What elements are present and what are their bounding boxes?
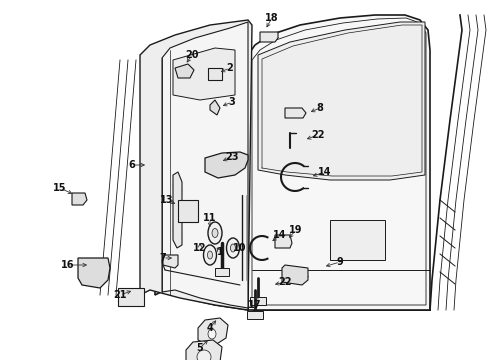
- Polygon shape: [260, 32, 278, 42]
- Text: 18: 18: [265, 13, 279, 23]
- Text: 2: 2: [227, 63, 233, 73]
- Polygon shape: [282, 265, 308, 285]
- Text: 4: 4: [207, 323, 213, 333]
- Polygon shape: [205, 152, 248, 178]
- Ellipse shape: [230, 244, 236, 252]
- Polygon shape: [285, 108, 306, 118]
- Text: 8: 8: [317, 103, 323, 113]
- Text: 1: 1: [217, 247, 223, 257]
- Polygon shape: [175, 64, 194, 78]
- Polygon shape: [186, 340, 222, 360]
- Ellipse shape: [212, 229, 218, 238]
- Polygon shape: [140, 20, 252, 310]
- Text: 15: 15: [53, 183, 67, 193]
- Text: 10: 10: [233, 243, 247, 253]
- Polygon shape: [198, 318, 228, 347]
- Polygon shape: [163, 255, 178, 268]
- Ellipse shape: [208, 222, 222, 244]
- Ellipse shape: [197, 350, 211, 360]
- Polygon shape: [208, 68, 222, 80]
- Text: 22: 22: [278, 277, 292, 287]
- Text: 22: 22: [311, 130, 325, 140]
- Ellipse shape: [203, 245, 217, 265]
- Text: 5: 5: [196, 343, 203, 353]
- Polygon shape: [248, 15, 430, 310]
- Polygon shape: [210, 100, 220, 115]
- Ellipse shape: [226, 238, 240, 258]
- Bar: [247, 311, 263, 319]
- Bar: [178, 200, 198, 222]
- Text: 9: 9: [337, 257, 343, 267]
- Text: 3: 3: [229, 97, 235, 107]
- Polygon shape: [72, 193, 87, 205]
- Polygon shape: [258, 22, 425, 180]
- Polygon shape: [173, 172, 182, 248]
- Text: 13: 13: [160, 195, 174, 205]
- Polygon shape: [155, 25, 248, 310]
- Text: 7: 7: [160, 253, 167, 263]
- Text: 23: 23: [225, 152, 239, 162]
- Text: 12: 12: [193, 243, 207, 253]
- Text: 11: 11: [203, 213, 217, 223]
- Text: 21: 21: [113, 290, 127, 300]
- Bar: [215, 268, 229, 276]
- Text: 20: 20: [185, 50, 199, 60]
- Polygon shape: [162, 22, 248, 308]
- Bar: [330, 220, 385, 260]
- Bar: [250, 297, 266, 305]
- Text: 16: 16: [61, 260, 75, 270]
- Text: 14: 14: [318, 167, 332, 177]
- Text: 17: 17: [248, 300, 262, 310]
- Bar: [118, 288, 144, 306]
- Polygon shape: [275, 235, 292, 248]
- Ellipse shape: [207, 251, 213, 259]
- Text: 6: 6: [129, 160, 135, 170]
- Polygon shape: [173, 48, 235, 100]
- Text: 14: 14: [273, 230, 287, 240]
- Text: 19: 19: [289, 225, 303, 235]
- Ellipse shape: [208, 329, 216, 339]
- Polygon shape: [78, 258, 110, 288]
